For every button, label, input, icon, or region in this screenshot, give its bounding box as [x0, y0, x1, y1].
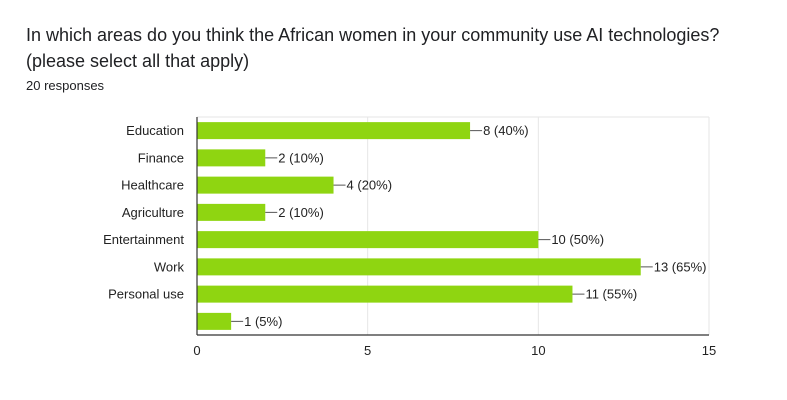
- data-label: 2 (10%): [278, 150, 324, 165]
- x-tick-label: 5: [364, 343, 371, 358]
- bar: [197, 258, 641, 276]
- data-label: 10 (50%): [551, 232, 604, 247]
- x-tick-label: 10: [531, 343, 545, 358]
- bar: [197, 312, 232, 330]
- category-label: Agriculture: [122, 205, 184, 220]
- bar: [197, 176, 334, 194]
- category-label: Work: [154, 259, 185, 274]
- bar: [197, 231, 539, 249]
- bar: [197, 149, 266, 167]
- labels: 0 5 10 15 8 (40%) Education 2 (10%) Finance 4 (2…: [103, 123, 716, 358]
- data-label: 4 (20%): [347, 178, 393, 193]
- category-label: Healthcare: [121, 178, 184, 193]
- category-label: Entertainment: [103, 232, 184, 247]
- category-label: Finance: [138, 150, 184, 165]
- axes: [196, 117, 709, 336]
- bar: [197, 285, 573, 303]
- data-label: 1 (5%): [244, 314, 282, 329]
- bars: [197, 122, 641, 330]
- question-title: In which areas do you think the African …: [26, 25, 720, 71]
- data-label: 8 (40%): [483, 123, 529, 138]
- bar: [197, 203, 266, 221]
- category-label: Education: [126, 123, 184, 138]
- response-count: 20 responses: [26, 78, 105, 93]
- data-label: 13 (65%): [654, 259, 707, 274]
- category-label: Personal use: [108, 287, 184, 302]
- x-tick-label: 15: [702, 343, 716, 358]
- x-tick-label: 0: [193, 343, 200, 358]
- bar: [197, 122, 471, 140]
- data-label: 2 (10%): [278, 205, 324, 220]
- data-label: 11 (55%): [585, 287, 637, 302]
